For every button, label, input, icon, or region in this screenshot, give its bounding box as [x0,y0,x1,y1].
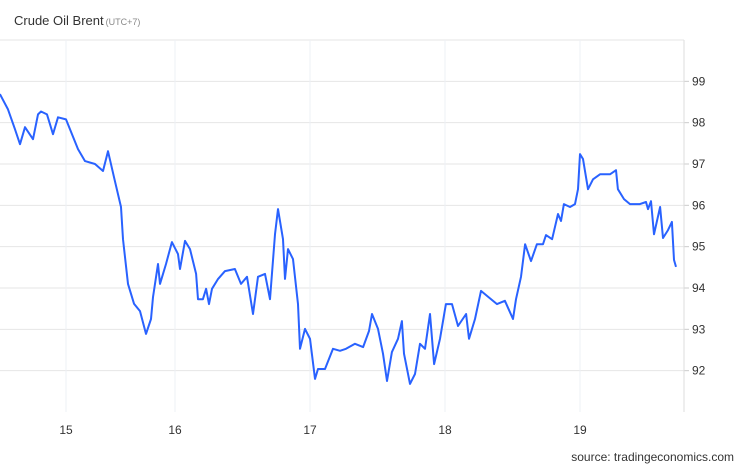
x-tick-label: 15 [59,423,73,437]
timezone-label: (UTC+7) [105,17,141,27]
y-tick-label: 93 [692,322,706,336]
x-tick-label: 19 [573,423,587,437]
title-text: Crude Oil Brent [14,13,104,28]
source-label: source: tradingeconomics.com [571,450,734,464]
y-tick-label: 97 [692,157,706,171]
x-tick-label: 16 [168,423,182,437]
y-tick-label: 92 [692,364,706,378]
price-line [0,93,677,385]
y-tick-label: 98 [692,116,706,130]
y-tick-label: 96 [692,198,706,212]
y-tick-label: 94 [692,281,706,295]
y-tick-label: 95 [692,240,706,254]
y-tick-label: 99 [692,74,706,88]
x-tick-label: 18 [438,423,452,437]
chart-title: Crude Oil Brent (UTC+7) [14,13,140,28]
x-tick-label: 17 [303,423,317,437]
